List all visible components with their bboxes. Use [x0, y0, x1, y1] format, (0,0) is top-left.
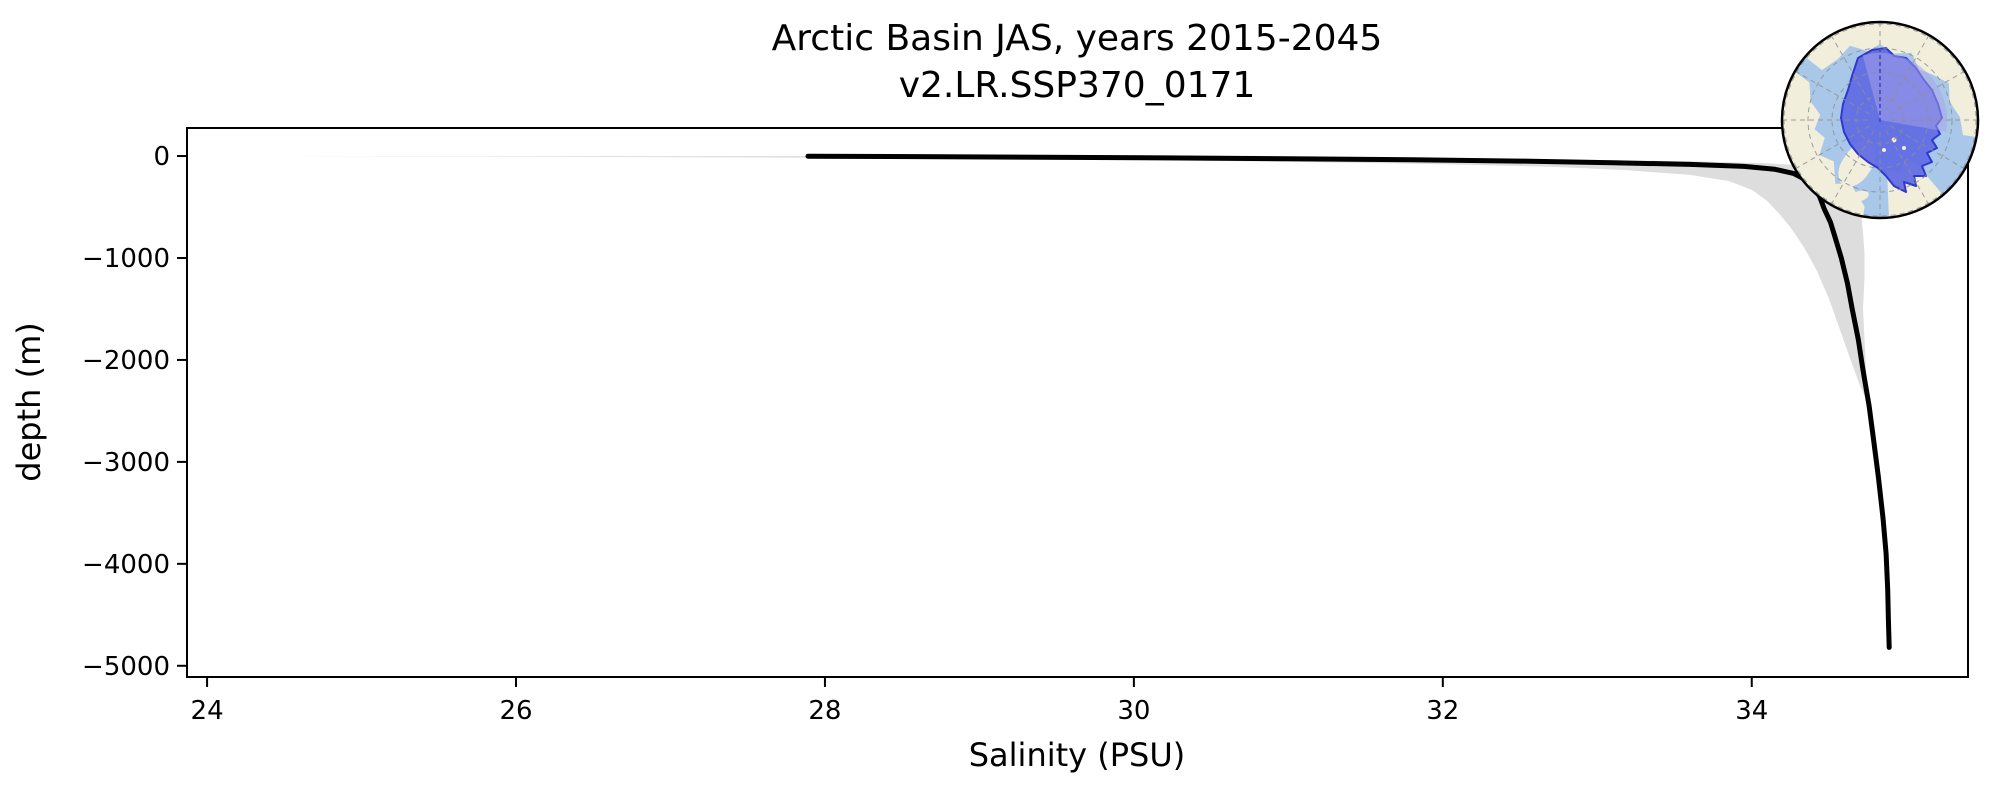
x-axis-label: Salinity (PSU): [969, 736, 1186, 774]
inset-island: [1902, 146, 1906, 150]
inset-land-iceland: [1851, 190, 1869, 202]
y-tick-label: −1000: [82, 244, 170, 274]
x-tick-label: 26: [499, 696, 532, 726]
x-tick-label: 28: [808, 696, 841, 726]
chart-title-line1: Arctic Basin JAS, years 2015-2045: [772, 18, 1383, 59]
inset-graticule-meridian: [1789, 67, 1870, 115]
y-tick-label: 0: [153, 142, 170, 172]
inset-graticule-meridian: [1890, 67, 1971, 115]
inset-graticule-meridian: [1885, 29, 1933, 110]
y-axis-label: depth (m): [10, 322, 48, 481]
study-sector-overlay: [1862, 53, 1948, 132]
inset-graticule-meridian: [1827, 130, 1875, 211]
inset-graticule-meridian: [1890, 125, 1971, 173]
x-tick-label: 24: [191, 696, 224, 726]
inset-graticule-meridian: [1827, 29, 1875, 110]
x-tick-label: 30: [1117, 696, 1150, 726]
x-tick-label: 32: [1426, 696, 1459, 726]
x-tick-label: 34: [1735, 696, 1768, 726]
axes-frame: [186, 127, 1969, 678]
inset-globe-border: [1780, 20, 1980, 220]
salinity-profile-line: [805, 153, 1892, 650]
x-axis-ticks: 24 26 28 30 32 34: [191, 677, 1768, 726]
chart-title-line2: v2.LR.SSP370_0171: [899, 65, 1256, 106]
inset-graticule-meridian: [1789, 125, 1870, 173]
y-axis-ticks: 0 −1000 −2000 −3000 −4000 −5000: [82, 142, 187, 682]
y-tick-label: −5000: [82, 652, 170, 682]
y-tick-label: −3000: [82, 448, 170, 478]
inset-graticule-meridian: [1885, 130, 1933, 211]
arctic-inset-map: [1780, 20, 1980, 220]
inset-graticule: [1782, 22, 1978, 218]
inset-island: [1882, 148, 1886, 152]
inset-land-eurasia: [1800, 22, 1978, 138]
plot-area: 24 26 28 30 32 34 0 −1000 −2000 −3000 −4000 −5000: [82, 127, 1969, 726]
salinity-spread-envelope: [276, 156, 1870, 406]
y-tick-label: −2000: [82, 346, 170, 376]
y-tick-label: −4000: [82, 550, 170, 580]
